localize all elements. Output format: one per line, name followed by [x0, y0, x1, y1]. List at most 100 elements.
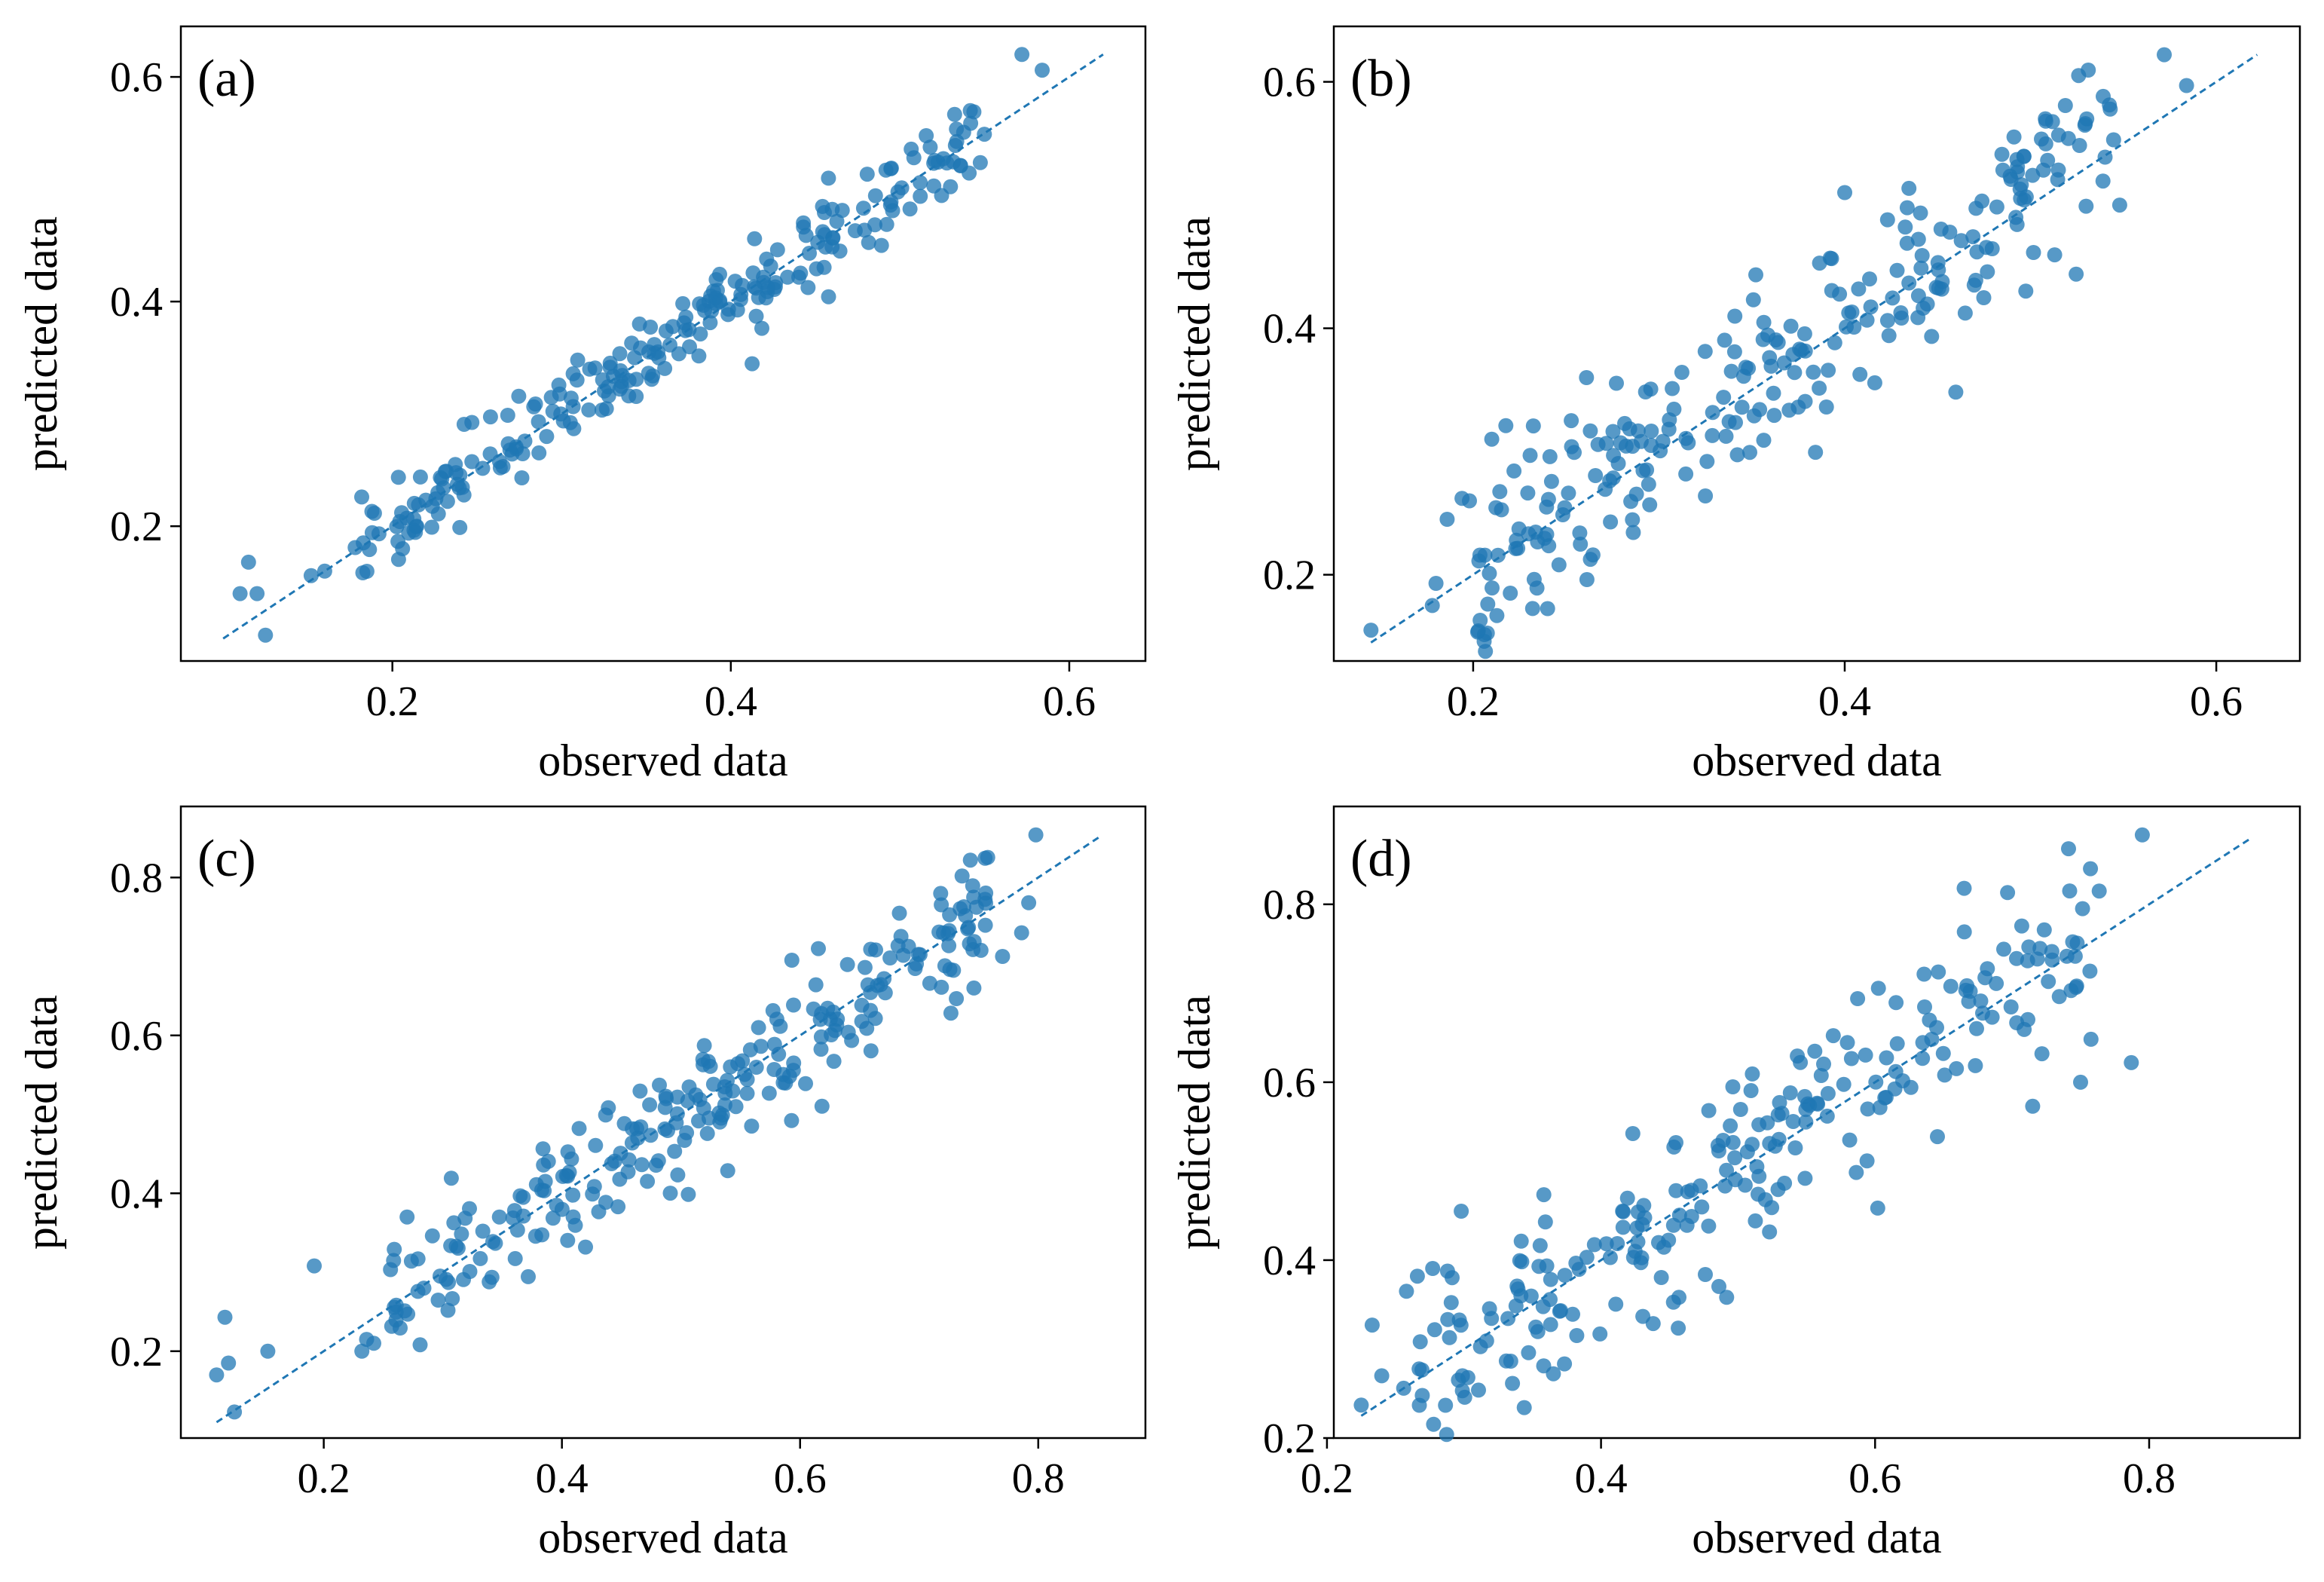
data-point	[693, 326, 708, 342]
tick-marks	[1323, 81, 2218, 672]
data-point	[677, 1133, 693, 1148]
data-point	[1490, 547, 1506, 563]
data-point	[1914, 248, 1930, 263]
data-point	[962, 103, 978, 118]
data-point	[1451, 1312, 1467, 1328]
data-point	[1565, 1306, 1580, 1322]
data-point	[1860, 1101, 1876, 1117]
data-point	[1536, 1187, 1552, 1203]
data-point	[2075, 901, 2090, 916]
data-point	[1443, 1295, 1459, 1311]
y-tick-label: 0.6	[1263, 60, 1316, 106]
data-point	[1797, 1088, 1812, 1104]
data-point	[354, 1343, 370, 1359]
data-point	[1822, 250, 1838, 266]
data-point	[1787, 1140, 1803, 1155]
data-point	[748, 1060, 764, 1075]
data-point	[1716, 390, 1732, 405]
data-point	[859, 167, 875, 182]
data-point	[675, 295, 691, 311]
data-point	[1514, 1254, 1530, 1270]
data-point	[1564, 439, 1579, 454]
y-tick-label: 0.2	[110, 1329, 163, 1375]
data-point	[702, 315, 718, 331]
data-point	[1808, 445, 1824, 461]
data-point	[260, 1343, 276, 1359]
data-point	[1598, 482, 1613, 497]
data-point	[1472, 547, 1488, 563]
data-point	[751, 1020, 766, 1036]
data-point	[763, 259, 778, 274]
data-point	[1727, 1150, 1743, 1166]
data-point	[2038, 136, 2053, 151]
data-point	[1889, 1036, 1905, 1051]
data-point	[2047, 247, 2063, 263]
data-point	[1546, 1366, 1561, 1382]
data-point	[652, 1077, 667, 1093]
data-point	[2021, 939, 2037, 955]
data-point	[806, 1001, 821, 1017]
data-point	[1917, 999, 1932, 1014]
data-point	[857, 959, 873, 975]
data-point	[1771, 1131, 1787, 1147]
data-point	[409, 519, 425, 534]
data-point	[1770, 1182, 1786, 1198]
tick-marks	[1323, 903, 2151, 1449]
x-tick-label: 0.6	[774, 1455, 827, 1502]
data-point	[1579, 572, 1595, 587]
data-point	[868, 942, 883, 958]
data-point	[1995, 162, 2011, 178]
data-point	[855, 200, 871, 216]
data-point	[728, 1099, 744, 1115]
data-point	[1996, 941, 2011, 957]
data-point	[933, 886, 949, 901]
data-point	[2009, 151, 2025, 167]
data-point	[1635, 463, 1651, 479]
data-point	[1603, 514, 1619, 530]
x-tick-label: 0.2	[366, 678, 419, 725]
data-point	[307, 1258, 322, 1274]
data-point	[1610, 1236, 1625, 1251]
data-point	[2034, 1046, 2050, 1062]
data-point	[511, 388, 527, 404]
data-point	[647, 345, 662, 361]
data-point	[1863, 299, 1879, 315]
data-point	[780, 269, 796, 285]
data-point	[571, 1121, 587, 1137]
data-point	[1832, 286, 1848, 302]
data-point	[913, 175, 928, 191]
x-tick-label: 0.8	[1012, 1455, 1065, 1502]
data-point	[839, 956, 855, 972]
data-point	[1723, 363, 1739, 379]
data-point	[1888, 1063, 1904, 1079]
data-point	[863, 1043, 879, 1059]
panel-label: (b)	[1350, 50, 1412, 108]
data-point	[1699, 454, 1715, 470]
data-point	[784, 1112, 800, 1128]
data-point	[1858, 1047, 1873, 1063]
data-point	[1836, 1076, 1852, 1092]
data-point	[1825, 1028, 1841, 1044]
data-point	[1424, 598, 1440, 614]
axes-frame	[179, 805, 1147, 1440]
data-point	[1541, 538, 1557, 554]
data-point	[1698, 488, 1714, 503]
data-point	[1454, 1204, 1469, 1219]
data-point	[1901, 275, 1917, 291]
tick-labels: 0.2 0.4 0.6 0.8 0.2 0.4 0.6 0.8	[1263, 882, 2176, 1502]
data-point	[641, 366, 656, 381]
data-point	[1701, 1103, 1717, 1118]
data-point	[691, 348, 707, 364]
y-tick-label: 0.2	[110, 503, 163, 550]
data-point	[980, 849, 995, 865]
data-point	[680, 1186, 696, 1202]
data-point	[1540, 601, 1555, 617]
data-point	[1810, 1096, 1826, 1112]
data-point	[682, 339, 697, 355]
data-point	[1564, 413, 1579, 429]
data-point	[1910, 310, 1926, 326]
data-point	[1957, 305, 1973, 321]
data-point	[554, 1201, 570, 1217]
data-point	[448, 457, 463, 473]
y-axis-title: predicted data	[17, 216, 66, 471]
